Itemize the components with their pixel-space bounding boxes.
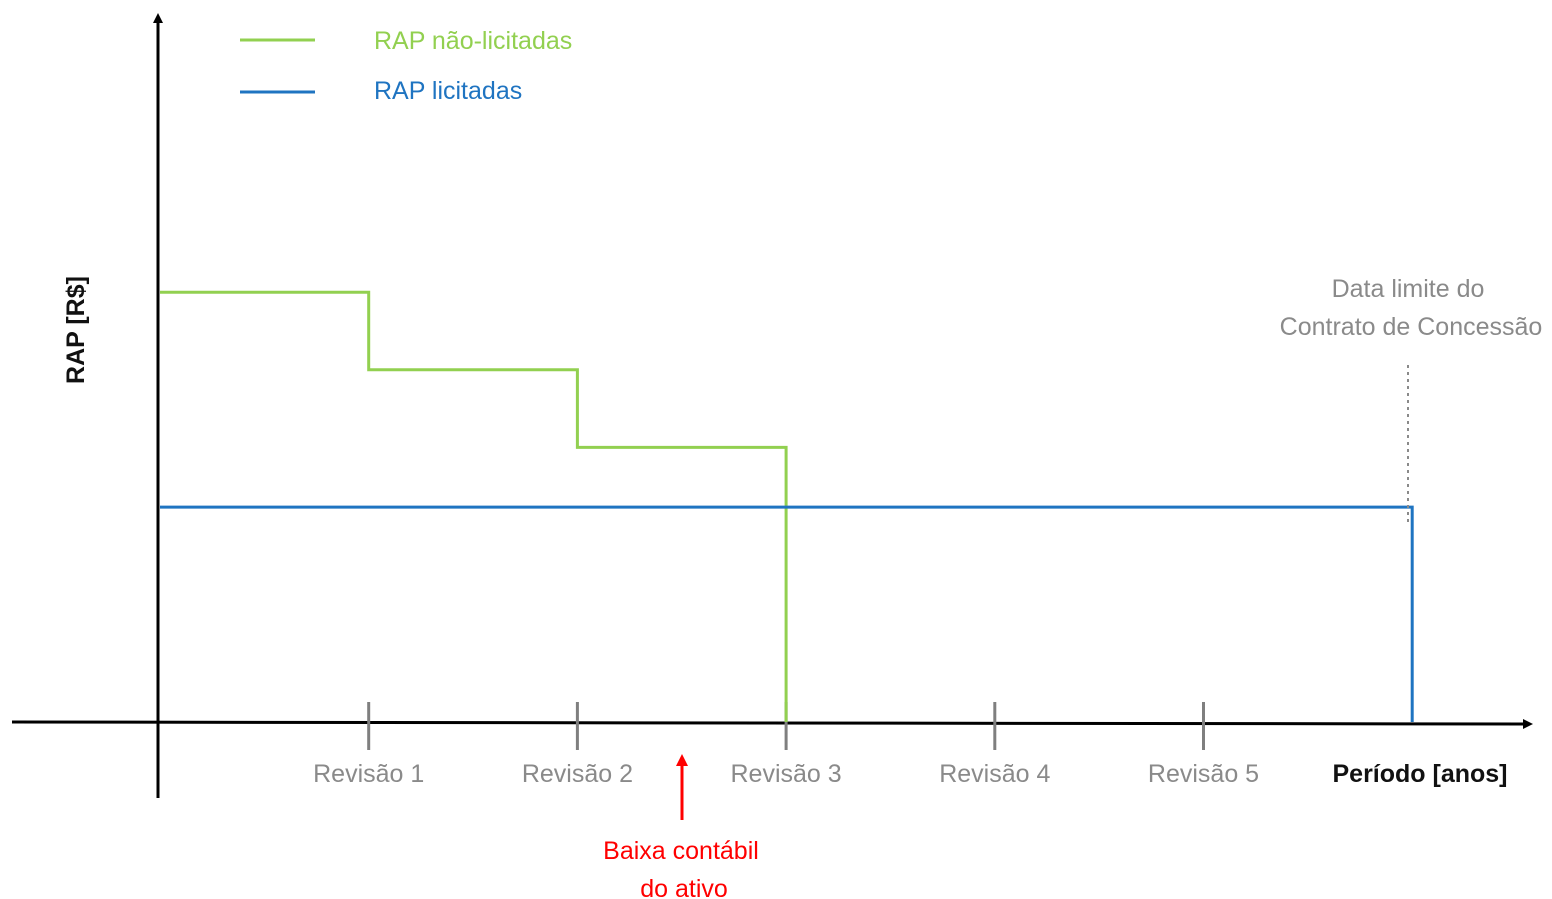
legend: RAP não-licitadas RAP licitadas <box>240 27 572 105</box>
series-line-rap-licitadas <box>160 505 1414 722</box>
x-axis-title: Período [anos] <box>1332 760 1507 788</box>
x-tick-label: Revisão 5 <box>1148 760 1259 788</box>
x-ticks: Revisão 1 Revisão 2 Revisão 3 Revisão 4 Revi… <box>313 702 1259 788</box>
x-axis <box>11 718 1533 729</box>
x-tick-label: Revisão 2 <box>522 760 633 788</box>
contract-limit-label-line2: Contrato de Concessão <box>1280 313 1543 341</box>
legend-label-rap-licitadas: RAP licitadas <box>374 77 522 105</box>
y-axis-title: RAP [R$] <box>62 276 90 384</box>
legend-label-rap-nao-licitadas: RAP não-licitadas <box>374 27 572 55</box>
write-off-label-line1: Baixa contábil <box>603 837 759 865</box>
x-tick-label: Revisão 1 <box>313 760 424 788</box>
series-line-rap-nao-licitadas <box>160 290 788 722</box>
x-tick-label: Revisão 4 <box>939 760 1050 788</box>
contract-limit-label-line1: Data limite do <box>1332 275 1485 303</box>
x-tick-label: Revisão 3 <box>731 760 842 788</box>
write-off-label-line2: do ativo <box>640 875 728 899</box>
